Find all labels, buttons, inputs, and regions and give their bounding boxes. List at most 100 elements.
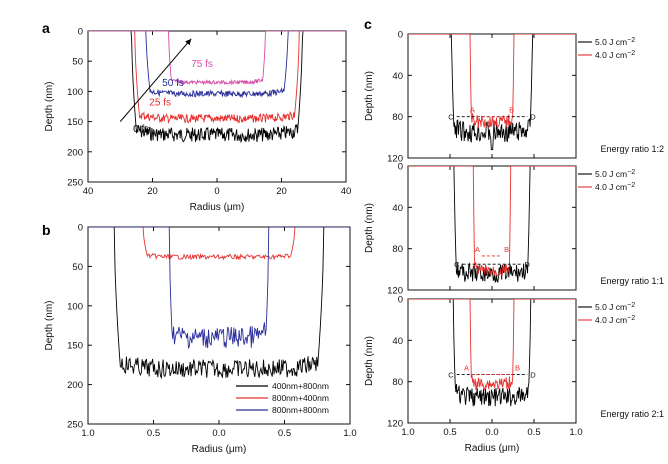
plot-frame [407,298,577,424]
y-tick-label: 200 [67,380,83,391]
panel-c: c Radius (μm) [364,16,519,454]
point-label-D: D [530,113,536,122]
energy-ratio-label: Energy ratio 1:2 [600,144,664,154]
point-label-C: C [454,260,460,269]
legend-label: 400nm+800nm [272,381,329,391]
y-axis-label-c: Depth (nm) [364,71,375,121]
point-label-C: C [448,113,454,122]
y-tick-label: 0 [398,162,403,173]
legend-label: 4.0 J cm−2 [595,50,635,60]
x-tick-label: 0.5 [527,427,540,438]
point-label-A: A [470,106,475,115]
y-axis-label-a: Depth (nm) [44,81,55,131]
y-tick-label: 100 [67,87,83,98]
y-tick-label: 100 [67,301,83,312]
x-tick-label: 0.5 [278,428,291,439]
legend-label: 800nm+400nm [272,393,329,403]
energy-ratio-label: Energy ratio 1:1 [600,276,664,286]
legend-unit-superscript: −2 [627,302,635,309]
series-line-800nm-800nm [88,227,350,350]
y-tick-label: 250 [67,178,83,189]
x-tick-label: 0.5 [443,427,456,438]
series-line-5.0 [408,299,576,407]
y-axis-label-c: Depth (nm) [364,203,375,253]
point-label-B: B [504,245,509,254]
y-tick-label: 40 [392,203,403,214]
y-tick-label: 120 [387,419,403,430]
series-line-4.0 [408,299,576,391]
legend-label: 4.0 J cm−2 [595,182,635,192]
y-tick-label: 0 [398,30,403,41]
time-arrow [119,38,192,122]
legend-label: 800nm+800nm [272,405,329,415]
point-label-B: B [509,106,514,115]
series-label-0-fs: 0 fs [133,124,149,135]
series-line-50-fs [88,31,346,99]
legend-label: 5.0 J cm−2 [595,169,635,179]
y-tick-label: 40 [392,71,403,82]
curves-c [408,34,576,151]
y-tick-label: 40 [392,336,403,347]
y-tick-label: 150 [67,341,83,352]
point-label-D: D [530,370,536,379]
x-tick-label: 1.0 [401,427,414,438]
point-label-A: A [464,363,469,372]
y-tick-label: 120 [387,154,403,165]
y-tick-label: 0 [398,295,403,306]
y-tick-label: 150 [67,117,83,128]
x-axis-label-b: Radius (μm) [192,444,247,455]
series-label-25-fs: 25 fs [149,97,171,108]
series-label-75-fs: 75 fs [191,59,213,70]
panel-label-a: a [42,20,50,36]
series-line-0-fs [88,31,346,144]
legend-unit-superscript: −2 [627,37,635,44]
panel-c-1: 0 40 80 120 Depth (nm) A B C D 5.0 J cm−2 4.0 J cm… [364,30,664,165]
panel-label-b: b [42,222,51,238]
x-tick-label: 0.5 [147,428,160,439]
legend-unit-superscript: −2 [627,50,635,57]
legend-label: 4.0 J cm−2 [595,315,635,325]
y-tick-label: 200 [67,147,83,158]
y-tick-label: 80 [392,112,403,123]
x-tick-label: 1.0 [343,428,356,439]
x-tick-label: 40 [341,186,352,197]
curves-b [88,227,350,380]
y-tick-label: 80 [392,244,403,255]
legend-unit-superscript: −2 [627,169,635,176]
x-tick-label: 20 [276,186,287,197]
x-tick-label: 1.0 [569,427,582,438]
y-tick-label: 80 [392,377,403,388]
x-tick-label: 20 [147,186,158,197]
y-axis-label-b: Depth (nm) [44,300,55,350]
point-label-D: D [524,260,530,269]
energy-ratio-label: Energy ratio 2:1 [600,409,664,419]
series-label-50-fs: 50 fs [162,78,184,89]
plot-frame [87,30,347,183]
panel-label-c: c [364,16,372,32]
x-tick-label: 1.0 [81,428,94,439]
curves-c [408,299,576,407]
panel-c-2: 0 40 80 120 Depth (nm) A B C D 5.0 J cm−2 4.0 J cm… [364,162,664,297]
series-line-5.0 [408,34,576,151]
x-axis-label-a: Radius (μm) [190,202,245,213]
series-line-5.0 [408,166,576,284]
y-tick-label: 50 [72,262,83,273]
x-tick-label: 0.0 [485,427,498,438]
point-label-A: A [475,245,480,254]
series-line-4.0 [408,166,576,278]
y-tick-label: 250 [67,420,83,431]
y-axis-label-c: Depth (nm) [364,336,375,386]
legend-unit-superscript: −2 [627,315,635,322]
series-line-4.0 [408,34,576,128]
x-tick-label: 0 [214,186,219,197]
point-label-C: C [448,370,454,379]
y-tick-label: 0 [78,223,83,234]
x-axis-label-c: Radius (μm) [465,443,520,454]
x-tick-label: 40 [83,186,94,197]
point-label-B: B [515,363,520,372]
y-tick-label: 0 [78,27,83,38]
